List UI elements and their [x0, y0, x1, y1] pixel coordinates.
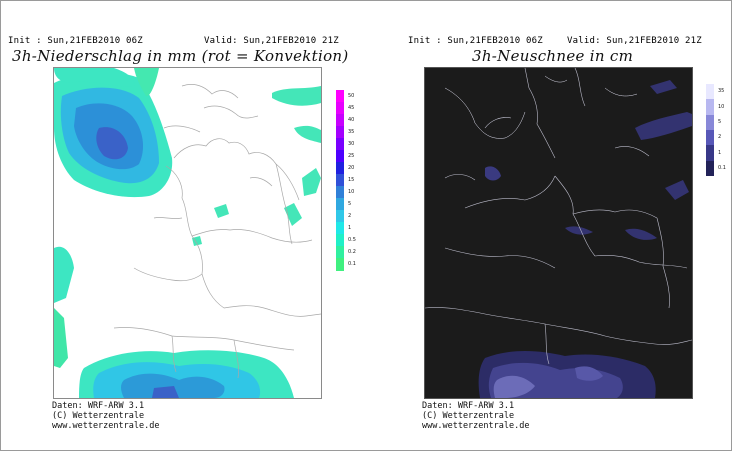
colorbar-tick-label: 50 [348, 92, 355, 99]
init-time-label: Init : Sun,21FEB2010 06Z [408, 36, 543, 46]
colorbar-tick-label: 0.5 [348, 236, 356, 243]
precipitation-panel: Init : Sun,21FEB2010 06Z Valid: Sun,21FE… [8, 36, 356, 431]
colorbar-segment [336, 126, 344, 139]
footer-model-label: Daten: WRF-ARW 3.1 [52, 401, 145, 411]
precipitation-map-graphic [54, 68, 321, 398]
map-title: 3h-Niederschlag in mm (rot = Konvektion) [12, 47, 349, 65]
footer-url-label: www.wetterzentrale.de [422, 421, 530, 431]
footer-url-label: www.wetterzentrale.de [52, 421, 160, 431]
colorbar-tick-label: 0.1 [718, 164, 726, 171]
valid-time-label: Valid: Sun,21FEB2010 21Z [567, 36, 702, 46]
valid-time-label: Valid: Sun,21FEB2010 21Z [204, 36, 339, 46]
colorbar-segment [336, 102, 344, 115]
snowfall-map-graphic [425, 68, 692, 398]
coastline [444, 75, 638, 139]
colorbar-tick-label: 5 [718, 118, 722, 125]
snowfall-colorbar: 35 10 5 2 1 0.1 [706, 84, 726, 177]
colorbar-tick-label: 35 [718, 88, 725, 95]
precipitation-field-north [54, 68, 321, 368]
colorbar-tick-label: 35 [348, 128, 355, 135]
colorbar-tick-label: 10 [348, 188, 355, 195]
snowfall-map [424, 67, 693, 399]
footer-copyright-label: (C) Wetterzentrale [52, 411, 145, 421]
colorbar-segment [706, 130, 714, 146]
snowfall-field [478, 80, 692, 398]
colorbar-tick-label: 20 [348, 164, 355, 171]
colorbar-segment [336, 114, 344, 127]
data-source-footer: Daten: WRF-ARW 3.1 (C) Wetterzentrale ww… [52, 401, 159, 431]
footer-model-label: Daten: WRF-ARW 3.1 [422, 401, 515, 411]
colorbar-tick-label: 1 [718, 149, 722, 156]
data-source-footer: Daten: WRF-ARW 3.1 (C) Wetterzentrale ww… [422, 401, 529, 431]
colorbar-tick-label: 25 [348, 152, 355, 159]
footer-copyright-label: (C) Wetterzentrale [422, 411, 515, 421]
precipitation-field-alps [79, 350, 294, 398]
colorbar-segment [336, 246, 344, 259]
colorbar-tick-label: 0.1 [348, 260, 356, 267]
colorbar-segment [706, 114, 714, 131]
colorbar-segment [336, 174, 344, 187]
precipitation-map [53, 67, 322, 399]
colorbar-segment [706, 160, 714, 177]
colorbar-segment [336, 162, 344, 175]
colorbar-segment [706, 99, 714, 116]
colorbar-tick-label: 45 [348, 104, 355, 111]
precipitation-colorbar: 50 45 40 35 30 25 20 15 10 5 2 1 0.5 0.2 0.1 [336, 90, 356, 271]
country-borders [425, 68, 692, 365]
colorbar-tick-label: 5 [348, 200, 352, 207]
colorbar-segment [336, 222, 344, 235]
country-borders [113, 84, 321, 379]
colorbar-tick-label: 10 [718, 103, 725, 110]
init-time-label: Init : Sun,21FEB2010 06Z [8, 36, 143, 46]
colorbar-tick-label: 2 [718, 134, 722, 141]
colorbar-segment [336, 210, 344, 223]
colorbar-tick-label: 2 [348, 212, 352, 219]
colorbar-tick-label: 30 [348, 140, 355, 147]
colorbar-segment [336, 198, 344, 211]
colorbar-segment [706, 145, 714, 162]
colorbar-tick-label: 0.2 [348, 248, 356, 255]
colorbar-segment [336, 90, 344, 103]
colorbar-tick-label: 40 [348, 116, 355, 123]
colorbar-tick-label: 15 [348, 176, 355, 183]
snowfall-panel: Init : Sun,21FEB2010 06Z Valid: Sun,21FE… [366, 0, 732, 451]
colorbar-segment [336, 234, 344, 247]
colorbar-segment [336, 138, 344, 151]
colorbar-segment [336, 186, 344, 199]
map-title: 3h-Neuschnee in cm [472, 47, 634, 65]
colorbar-segment [336, 150, 344, 163]
colorbar-segment [336, 258, 344, 271]
colorbar-tick-label: 1 [348, 224, 352, 231]
colorbar-segment [706, 84, 714, 100]
